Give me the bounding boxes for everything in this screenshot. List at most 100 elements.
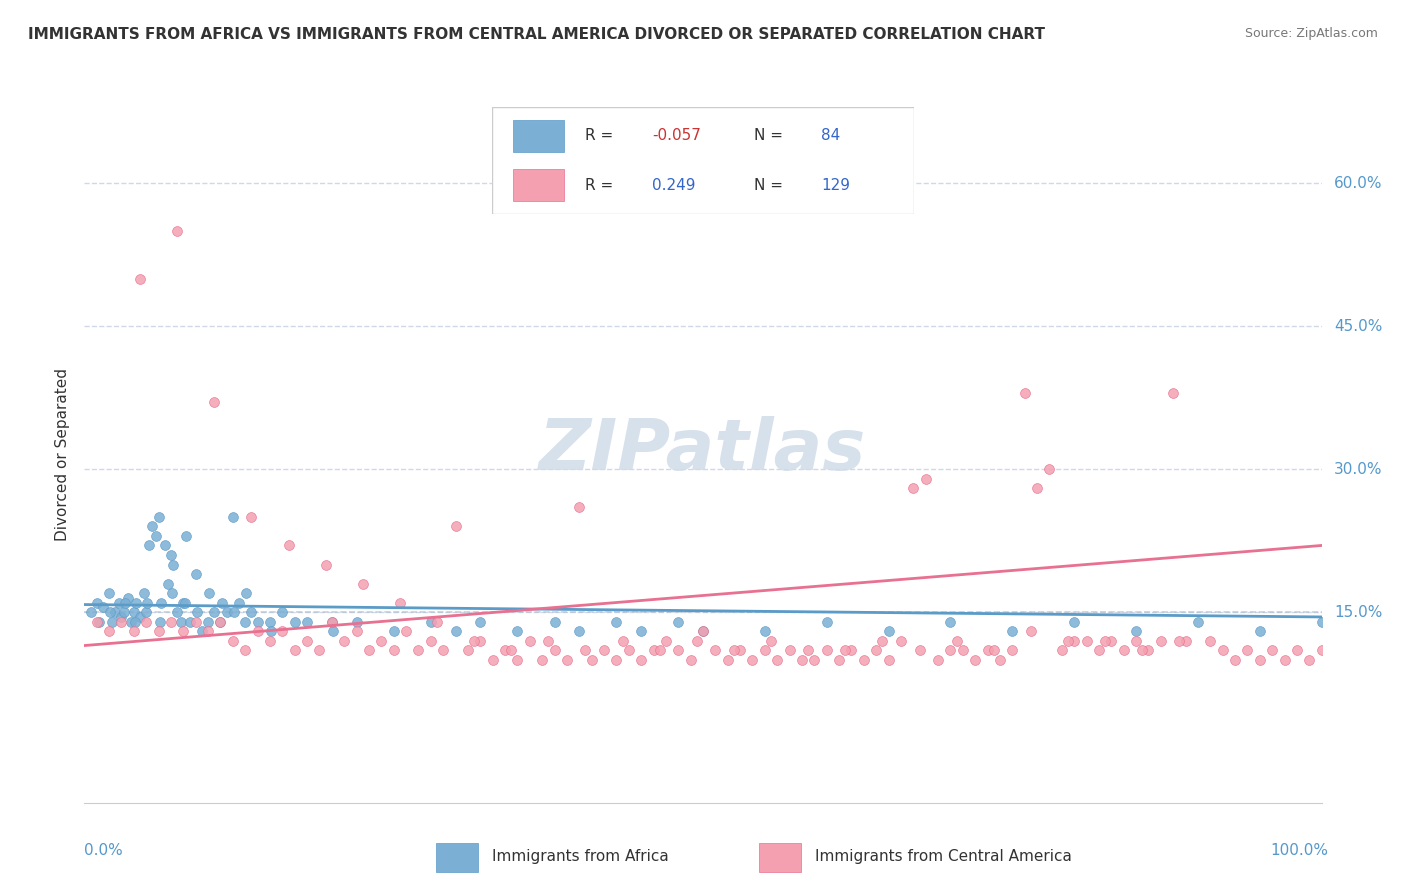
Point	[1130, 643, 1153, 657]
Point	[125, 596, 148, 610]
Point	[370, 633, 392, 648]
Point	[952, 643, 974, 657]
Point	[1038, 462, 1060, 476]
Point	[271, 605, 294, 619]
Point	[86, 596, 108, 610]
Point	[157, 576, 180, 591]
Point	[160, 548, 183, 562]
Point	[457, 643, 479, 657]
Point	[574, 643, 596, 657]
Point	[470, 615, 492, 629]
Point	[240, 509, 263, 524]
Point	[235, 586, 257, 600]
Point	[841, 643, 863, 657]
Point	[766, 653, 789, 667]
Text: 15.0%: 15.0%	[1334, 605, 1382, 620]
Point	[444, 519, 467, 533]
Point	[110, 610, 132, 624]
Point	[1274, 653, 1296, 667]
Point	[395, 624, 418, 639]
Point	[211, 596, 233, 610]
Point	[692, 624, 714, 639]
Point	[166, 605, 188, 619]
Point	[1249, 653, 1271, 667]
Point	[432, 643, 454, 657]
Point	[988, 653, 1011, 667]
Point	[1310, 615, 1333, 629]
Point	[797, 643, 820, 657]
Point	[877, 653, 900, 667]
Point	[1019, 624, 1042, 639]
Point	[108, 596, 131, 610]
Point	[191, 624, 214, 639]
Point	[246, 624, 269, 639]
Point	[723, 643, 745, 657]
Point	[86, 615, 108, 629]
Point	[1298, 653, 1320, 667]
Point	[79, 605, 101, 619]
Text: Immigrants from Central America: Immigrants from Central America	[815, 849, 1073, 863]
Point	[605, 615, 627, 629]
Point	[1063, 633, 1085, 648]
Point	[160, 586, 183, 600]
Point	[388, 596, 411, 610]
FancyBboxPatch shape	[513, 169, 564, 202]
Point	[352, 576, 374, 591]
Point	[1161, 386, 1184, 401]
Point	[295, 615, 318, 629]
Point	[568, 624, 591, 639]
Point	[202, 395, 225, 409]
Point	[179, 615, 201, 629]
Point	[568, 500, 591, 515]
Point	[104, 605, 127, 619]
Point	[581, 653, 603, 667]
Point	[790, 653, 813, 667]
Point	[1099, 633, 1122, 648]
Point	[1168, 633, 1191, 648]
Point	[1125, 633, 1147, 648]
Point	[153, 539, 176, 553]
Point	[132, 586, 155, 600]
Point	[149, 615, 172, 629]
Point	[927, 653, 949, 667]
Point	[222, 633, 245, 648]
Point	[246, 615, 269, 629]
Point	[357, 643, 380, 657]
Point	[1174, 633, 1197, 648]
Point	[259, 633, 281, 648]
Point	[136, 596, 159, 610]
Point	[852, 653, 875, 667]
Point	[271, 624, 294, 639]
Point	[506, 653, 529, 667]
Point	[1001, 624, 1024, 639]
Text: N =: N =	[754, 128, 787, 144]
Point	[1014, 386, 1036, 401]
Point	[284, 643, 307, 657]
Point	[222, 509, 245, 524]
Y-axis label: Divorced or Separated: Divorced or Separated	[55, 368, 70, 541]
Point	[686, 633, 709, 648]
Point	[321, 615, 343, 629]
Point	[1249, 624, 1271, 639]
Point	[1001, 643, 1024, 657]
Point	[506, 624, 529, 639]
Point	[419, 615, 441, 629]
Point	[184, 567, 207, 582]
Point	[1112, 643, 1135, 657]
Point	[834, 643, 856, 657]
Point	[315, 558, 337, 572]
Point	[202, 605, 225, 619]
Point	[426, 615, 449, 629]
Point	[519, 633, 541, 648]
Point	[983, 643, 1005, 657]
Point	[160, 615, 183, 629]
Point	[197, 624, 219, 639]
Point	[184, 615, 207, 629]
Point	[259, 615, 281, 629]
Point	[1212, 643, 1234, 657]
Point	[215, 605, 238, 619]
Text: IMMIGRANTS FROM AFRICA VS IMMIGRANTS FROM CENTRAL AMERICA DIVORCED OR SEPARATED : IMMIGRANTS FROM AFRICA VS IMMIGRANTS FRO…	[28, 27, 1045, 42]
Point	[197, 615, 219, 629]
Point	[908, 643, 931, 657]
Point	[150, 596, 173, 610]
